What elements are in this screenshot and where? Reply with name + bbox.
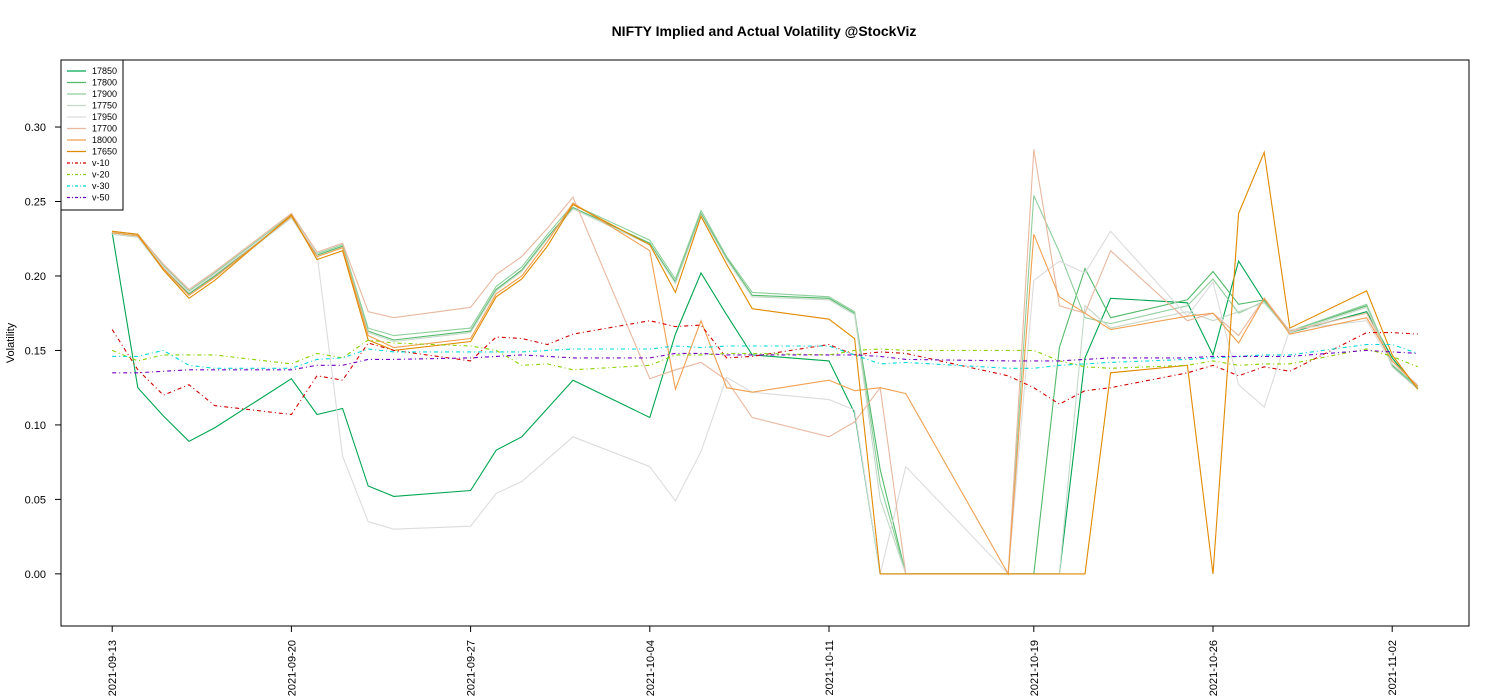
series-layer	[111, 149, 1419, 576]
x-tick-label: 2021-10-19	[1029, 640, 1041, 696]
legend-label: 18000	[92, 135, 117, 145]
series-line-v-20	[111, 339, 1419, 371]
legend-label: 17750	[92, 101, 117, 111]
legend-label: 17800	[92, 78, 117, 88]
legend-label: 17650	[92, 147, 117, 157]
series-line-17650	[112, 150, 1419, 575]
legend-label: v-50	[92, 193, 110, 203]
legend-label: 17700	[92, 124, 117, 134]
x-tick-label: 2021-10-11	[824, 640, 836, 695]
series-line-17750	[112, 208, 1419, 575]
legend-label: v-20	[92, 170, 110, 180]
x-axis: 2021-09-13 2021-09-20 2021-09-27 2021-10-04…	[107, 626, 1399, 696]
x-tick-label: 2021-11-02	[1387, 640, 1399, 695]
chart-title: NIFTY Implied and Actual Volatility @Sto…	[612, 23, 917, 39]
y-axis: 0.00 0.05 0.10 0.15 0.20 0.25 0.30	[25, 122, 61, 581]
series-line-18000	[112, 202, 1419, 576]
x-tick-label: 2021-10-04	[645, 640, 657, 696]
legend-box	[60, 59, 124, 211]
series-line-17700	[112, 149, 1419, 575]
legend-label: 17900	[92, 89, 117, 99]
y-tick-label: 0.30	[25, 122, 46, 134]
x-tick-label: 2021-09-20	[286, 640, 298, 696]
x-tick-label: 2021-09-13	[107, 640, 119, 696]
series-line-17850	[111, 232, 1419, 575]
y-tick-label: 0.10	[25, 420, 46, 432]
x-tick-label: 2021-10-26	[1208, 640, 1220, 696]
legend-label: v-10	[92, 158, 110, 168]
legend-label: 17950	[92, 112, 117, 122]
series-line-v-50	[112, 349, 1418, 374]
series-line-17900	[112, 195, 1419, 575]
y-axis-label: Volatility	[5, 322, 17, 363]
y-tick-label: 0.05	[25, 494, 46, 506]
y-tick-label: 0.00	[25, 569, 46, 581]
y-tick-label: 0.25	[25, 197, 46, 209]
y-tick-label: 0.20	[25, 271, 46, 283]
legend-label: v-30	[92, 181, 110, 191]
series-line-17950	[112, 215, 1419, 576]
plot-frame	[60, 59, 1470, 627]
legend-label: 17850	[92, 66, 117, 76]
series-line-v-30	[112, 343, 1418, 369]
series-line-v-10	[111, 320, 1418, 416]
x-tick-label: 2021-09-27	[466, 640, 478, 696]
y-tick-label: 0.15	[25, 345, 46, 357]
